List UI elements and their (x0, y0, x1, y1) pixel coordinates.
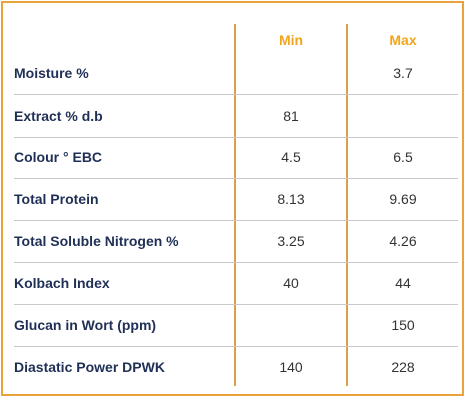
row-divider (14, 137, 458, 138)
column-divider-min (234, 24, 236, 386)
row-divider (14, 262, 458, 263)
row-min-value: 40 (283, 275, 299, 291)
table-row: Glucan in Wort (ppm) 150 (14, 304, 458, 346)
table-row: Extract % d.b 81 (14, 95, 458, 137)
row-divider (14, 304, 458, 305)
table-row: Diastatic Power DPWK 140 228 (14, 346, 458, 388)
header-max: Max (389, 32, 417, 48)
row-min-value: 3.25 (277, 233, 305, 249)
spec-table-frame (1, 1, 464, 396)
row-max-value: 9.69 (389, 191, 417, 207)
row-min-value: 4.5 (281, 149, 301, 165)
row-max-value: 4.26 (389, 233, 417, 249)
row-max-value: 150 (391, 317, 415, 333)
table-row: Colour ° EBC 4.5 6.5 (14, 136, 458, 178)
table-row: Moisture % 3.7 (14, 52, 458, 94)
row-max-value (348, 95, 458, 137)
row-min-value: 8.13 (277, 191, 305, 207)
row-label: Total Protein (14, 191, 99, 207)
row-label: Extract % d.b (14, 108, 103, 124)
row-divider (14, 178, 458, 179)
row-label: Total Soluble Nitrogen % (14, 233, 179, 249)
row-max-value: 44 (395, 275, 411, 291)
row-divider (14, 94, 458, 95)
row-label: Colour ° EBC (14, 149, 103, 165)
row-min-value: 140 (279, 359, 303, 375)
row-label: Kolbach Index (14, 275, 110, 291)
table-row: Total Protein 8.13 9.69 (14, 178, 458, 220)
row-divider (14, 220, 458, 221)
row-max-value: 6.5 (393, 149, 413, 165)
row-max-value: 228 (391, 359, 415, 375)
row-min-value (236, 52, 346, 94)
table-row: Total Soluble Nitrogen % 3.25 4.26 (14, 220, 458, 262)
row-label: Diastatic Power DPWK (14, 359, 165, 375)
row-min-value (236, 304, 346, 346)
row-max-value: 3.7 (393, 65, 413, 81)
table-row: Kolbach Index 40 44 (14, 262, 458, 304)
column-divider-max (346, 24, 348, 386)
row-label: Glucan in Wort (ppm) (14, 317, 157, 333)
row-divider (14, 346, 458, 347)
header-min: Min (278, 32, 304, 48)
row-min-value: 81 (283, 108, 299, 124)
row-label: Moisture % (14, 65, 89, 81)
